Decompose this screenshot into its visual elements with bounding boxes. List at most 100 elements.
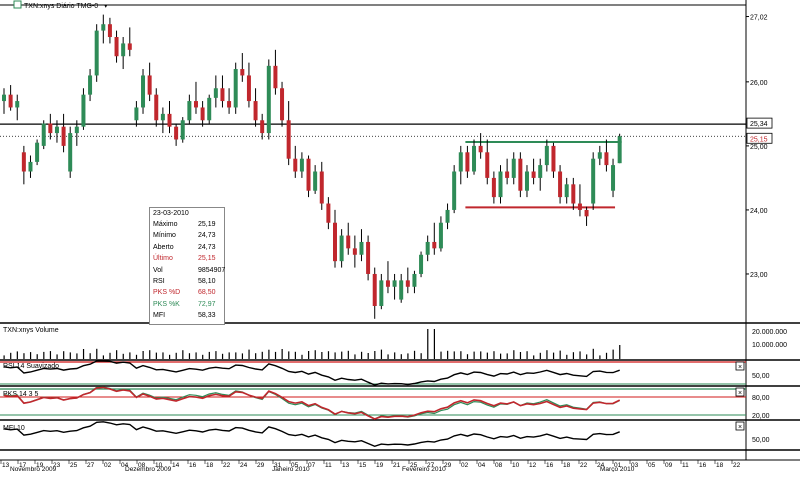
candle-down — [227, 101, 232, 108]
candle-up — [213, 88, 218, 98]
candle-up — [35, 142, 40, 162]
volume-bar — [466, 354, 469, 359]
candle-down — [260, 120, 265, 134]
candle-up — [313, 171, 318, 191]
volume-bar — [255, 353, 257, 359]
date-tick-label: 02 — [461, 462, 469, 469]
date-tick-label: 05 — [291, 462, 299, 469]
volume-bar — [572, 352, 575, 359]
candle-down — [432, 241, 437, 249]
candle-down — [319, 171, 324, 204]
candle-up — [180, 120, 185, 140]
date-tick-label: 18 — [563, 462, 571, 469]
candle-up — [392, 280, 397, 287]
volume-bar — [460, 351, 462, 359]
volume-bar — [380, 349, 383, 359]
candle-down — [604, 152, 609, 166]
rsi-label-50: 50,00 — [752, 373, 770, 380]
price-tick-label: 24,00 — [750, 208, 768, 215]
volume-bar — [208, 351, 210, 359]
candle-up — [15, 101, 20, 108]
info-row: Último 25,15 — [153, 255, 223, 266]
volume-bar — [155, 352, 157, 359]
volume-bar — [586, 354, 588, 359]
date-tick-label: 16 — [699, 462, 707, 469]
month-label: Novembro 2009 — [10, 466, 57, 472]
candle-down — [21, 152, 26, 172]
candle-down — [127, 43, 132, 50]
volume-bar — [314, 350, 316, 359]
volume-bar — [89, 353, 91, 359]
date-tick-label: 04 — [478, 462, 486, 469]
panel-close-icon — [735, 387, 745, 397]
volume-bar — [427, 329, 429, 359]
volume-bar — [56, 354, 58, 359]
candle-down — [584, 209, 589, 217]
pks-d-line — [3, 386, 621, 420]
candle-down — [246, 75, 251, 102]
info-row: Aberto 24,73 — [153, 244, 223, 255]
volume-bar — [599, 355, 601, 359]
candle-down — [505, 171, 510, 178]
date-tick-label: 29 — [257, 462, 265, 469]
candle-down — [372, 273, 377, 306]
candle-up — [379, 280, 384, 306]
volume-bar — [268, 349, 270, 359]
volume-bar — [69, 352, 71, 359]
date-tick-label: 12 — [529, 462, 537, 469]
volume-bar — [175, 352, 177, 359]
candle-up — [452, 171, 457, 210]
date-tick-label: 19 — [376, 462, 384, 469]
candle-up — [617, 136, 622, 164]
info-row-value: 24,73 — [198, 232, 216, 240]
date-tick-label: 22 — [733, 462, 741, 469]
volume-bar — [29, 352, 32, 359]
volume-bar — [354, 354, 356, 359]
info-row-label: Aberto — [153, 243, 174, 251]
candle-down — [385, 280, 390, 287]
volume-bar — [129, 352, 131, 359]
candle-down — [8, 94, 13, 108]
info-row: RSI 58,10 — [153, 278, 223, 289]
candle-up — [134, 107, 139, 121]
volume-bar — [453, 351, 455, 359]
date-tick-label: 22 — [580, 462, 588, 469]
candle-up — [524, 171, 529, 191]
candle-down — [485, 152, 490, 178]
panel-close-icon — [735, 421, 745, 431]
volume-label-20m: 20.000.000 — [752, 329, 787, 336]
date-tick-label: 02 — [104, 462, 112, 469]
volume-bar — [281, 349, 283, 359]
volume-bar — [188, 353, 191, 359]
date-tick-label: 22 — [223, 462, 231, 469]
month-label: Fevereiro 2010 — [402, 466, 446, 472]
candle-up — [266, 65, 271, 134]
info-row: PKS %K 72,97 — [153, 301, 223, 312]
volume-bar — [122, 353, 124, 359]
volume-title: TXN:xnys Volume — [3, 327, 59, 334]
volume-bar — [142, 351, 144, 359]
candle-up — [207, 97, 212, 121]
volume-bar — [308, 351, 310, 359]
info-row: PKS %D 68,50 — [153, 289, 223, 300]
price-tick-label: 23,00 — [750, 272, 768, 279]
candle-up — [88, 75, 93, 95]
volume-bar — [3, 355, 5, 359]
candle-up — [41, 123, 46, 146]
volume-bar — [195, 352, 197, 359]
month-label: Março 2010 — [600, 466, 635, 472]
info-row: Mínimo 24,73 — [153, 232, 223, 243]
volume-bar — [347, 350, 349, 359]
candle-up — [141, 75, 146, 108]
candle-up — [68, 133, 73, 172]
candle-up — [438, 222, 443, 249]
candle-down — [577, 203, 582, 210]
date-tick-label: 04 — [121, 462, 129, 469]
volume-bar — [63, 351, 65, 359]
price-tick-label: 25,00 — [750, 144, 768, 151]
candle-up — [187, 101, 192, 121]
volume-bar — [493, 351, 495, 359]
series-icon — [13, 0, 22, 9]
